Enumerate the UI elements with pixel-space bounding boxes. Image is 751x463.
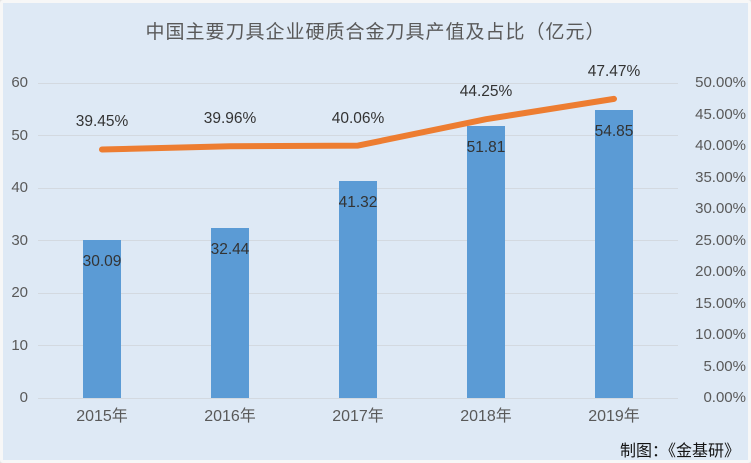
gridline — [38, 82, 678, 84]
x-axis-label: 2017年 — [332, 408, 384, 425]
bar — [467, 125, 505, 398]
right-axis-tick: 5.00% — [703, 357, 746, 375]
left-axis-tick: 50 — [11, 126, 28, 144]
bar — [595, 110, 633, 398]
bar — [211, 227, 249, 398]
x-axis-label: 2015年 — [76, 408, 128, 425]
chart-title: 中国主要刀具企业硬质合金刀具产值及占比（亿元） — [145, 22, 606, 43]
percent-label: 44.25% — [459, 83, 513, 101]
bar — [339, 181, 377, 398]
right-axis-tick: 30.00% — [695, 200, 746, 217]
right-axis-tick: 10.00% — [695, 326, 746, 343]
right-axis-tick: 15.00% — [695, 294, 746, 312]
x-axis-label: 2019年 — [588, 408, 640, 425]
left-axis-tick: 60 — [11, 74, 28, 91]
percent-label: 39.45% — [75, 113, 129, 131]
left-axis-tick: 20 — [11, 284, 28, 301]
right-axis-tick: 20.00% — [695, 263, 746, 280]
left-axis-tick: 40 — [11, 179, 28, 196]
bar — [83, 240, 121, 398]
left-axis-tick: 10 — [11, 336, 28, 354]
percent-label: 47.47% — [587, 62, 641, 80]
x-axis-label: 2018年 — [460, 408, 512, 425]
bar-value-label: 51.81 — [466, 138, 506, 156]
right-axis-tick: 0.00% — [703, 389, 746, 406]
x-axis-label: 2016年 — [204, 408, 256, 425]
right-axis-tick: 50.00% — [695, 74, 746, 91]
percent-label: 40.06% — [331, 109, 385, 127]
bar-value-label: 54.85 — [594, 123, 634, 141]
right-axis-tick: 35.00% — [695, 168, 746, 186]
gridline — [38, 397, 678, 399]
percent-label: 39.96% — [203, 110, 257, 128]
left-axis-tick: 0 — [19, 389, 28, 406]
right-axis-tick: 25.00% — [695, 231, 746, 249]
bar-value-label: 30.09 — [82, 253, 122, 271]
bar-value-label: 41.32 — [338, 194, 378, 212]
left-axis-tick: 30 — [11, 231, 28, 249]
bar-value-label: 32.44 — [210, 240, 250, 258]
credit-text: 制图：《金基研》 — [619, 443, 740, 460]
right-axis-tick: 40.00% — [695, 137, 746, 154]
right-axis-tick: 45.00% — [695, 105, 746, 123]
